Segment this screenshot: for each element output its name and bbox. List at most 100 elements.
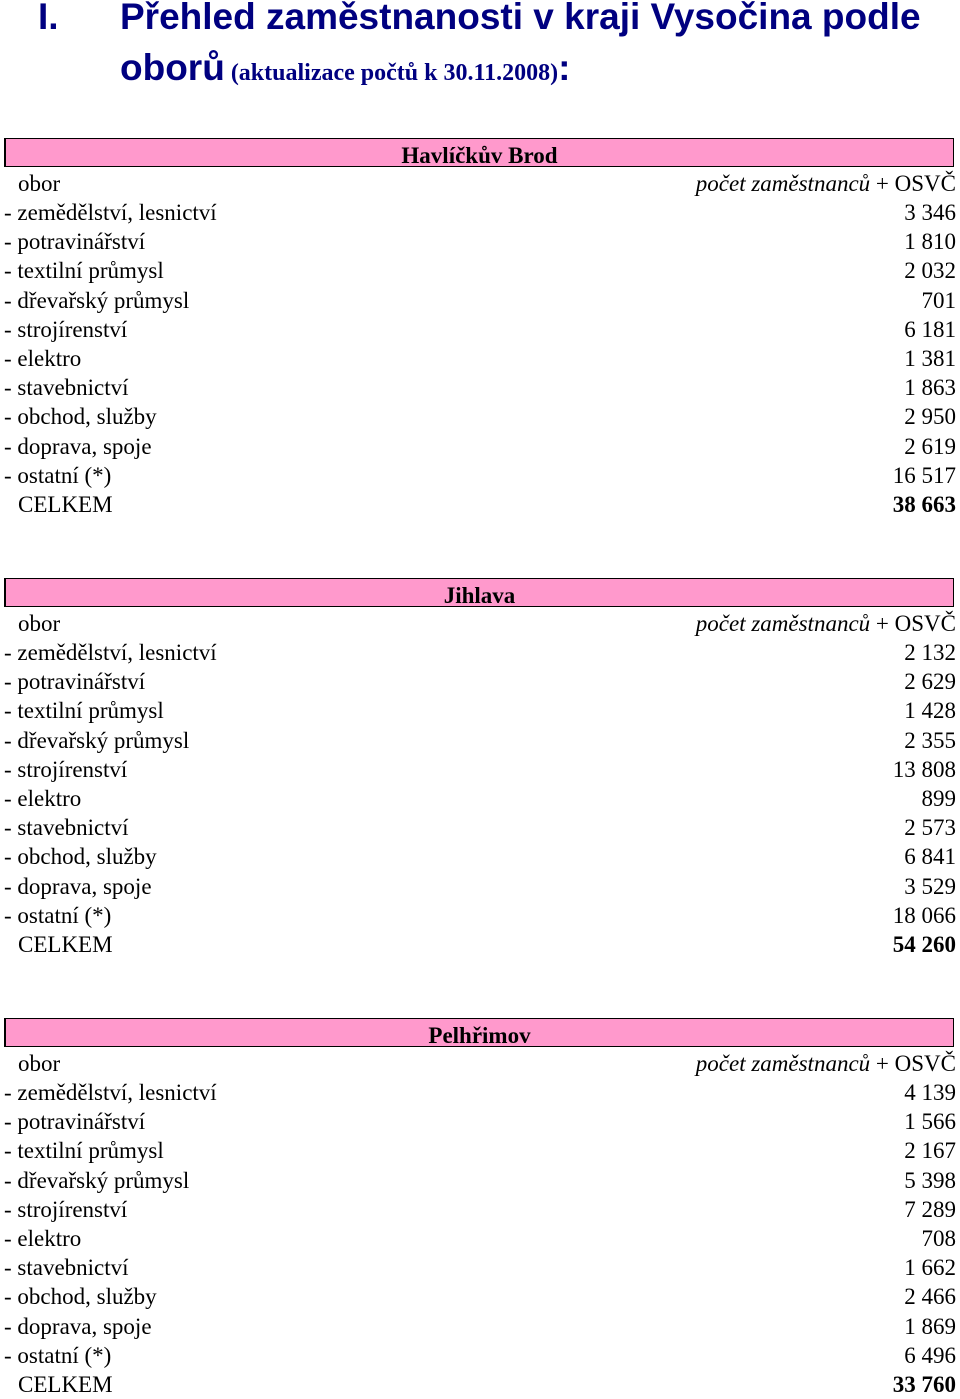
section-title: Pelhřimov [4, 1018, 954, 1048]
table-rows: - zemědělství, lesnictví 3 346 - potravin… [0, 198, 960, 519]
total-label: CELKEM [18, 931, 113, 957]
table-row: - textilní průmysl 2 032 [0, 256, 960, 285]
heading-line1: I. Přehled zaměstnanosti v kraji Vysočina… [38, 0, 921, 38]
row-label: - stavebnictví [4, 375, 129, 401]
table-row: - obchod, služby 2 950 [0, 402, 960, 431]
row-value: 6 496 [904, 1342, 956, 1368]
total-value: 54 260 [892, 931, 956, 957]
row-value: 13 808 [892, 756, 956, 782]
table-row: - stavebnictví 1 662 [0, 1253, 960, 1282]
row-value: 899 [921, 785, 957, 811]
heading-title: Přehled zaměstnanosti v kraji Vysočina p… [120, 0, 921, 37]
section-title: Havlíčkův Brod [4, 138, 954, 168]
table-row: - zemědělství, lesnictví 3 346 [0, 198, 960, 227]
total-row: CELKEM 54 260 [0, 930, 960, 959]
row-value: 708 [921, 1225, 957, 1251]
table-row: - ostatní (*) 6 496 [0, 1341, 960, 1370]
table-rows: - zemědělství, lesnictví 2 132 - potravin… [0, 638, 960, 959]
row-label: - zemědělství, lesnictví [4, 640, 217, 665]
row-value: 1 869 [904, 1313, 956, 1339]
row-label: - stavebnictví [4, 1255, 129, 1281]
row-label: - potravinářství [4, 229, 146, 255]
section-title: Jihlava [4, 578, 954, 608]
row-label: - doprava, spoje [4, 433, 152, 459]
table-rows: - zemědělství, lesnictví 4 139 - potravin… [0, 1078, 960, 1399]
table-row: - elektro 899 [0, 784, 960, 813]
table-row: - obchod, služby 6 841 [0, 842, 960, 871]
row-label: - obchod, služby [4, 1284, 157, 1310]
table-row: - strojírenství 6 181 [0, 315, 960, 344]
table-row: - potravinářství 1 566 [0, 1107, 960, 1136]
table-row: - potravinářství 1 810 [0, 227, 960, 256]
column-header-osvc: + OSVČ [870, 611, 956, 636]
row-label: - ostatní (*) [4, 902, 112, 928]
table-row: - elektro 708 [0, 1224, 960, 1253]
table-row: - doprava, spoje 2 619 [0, 432, 960, 461]
row-value: 2 132 [904, 640, 956, 665]
row-label: - obchod, služby [4, 844, 157, 870]
total-value: 38 663 [892, 491, 956, 517]
row-value: 1 428 [904, 698, 956, 724]
row-label: - ostatní (*) [4, 1342, 112, 1368]
table-row: - zemědělství, lesnictví 4 139 [0, 1078, 960, 1107]
row-label: - strojírenství [4, 756, 128, 782]
column-header-count: počet zaměstnanců + OSVČ [696, 1049, 956, 1078]
column-header-row: obor počet zaměstnanců + OSVČ [0, 609, 960, 638]
row-value: 1 863 [904, 375, 956, 401]
total-label: CELKEM [18, 491, 113, 517]
row-label: - elektro [4, 1225, 82, 1251]
column-header-osvc: + OSVČ [870, 1051, 956, 1076]
total-row: CELKEM 33 760 [0, 1370, 960, 1399]
row-value: 2 950 [904, 404, 956, 430]
column-header-count-label: počet zaměstnanců [695, 611, 871, 636]
row-value: 2 466 [904, 1284, 956, 1310]
row-value: 6 181 [904, 316, 956, 342]
total-label: CELKEM [18, 1371, 113, 1397]
row-value: 2 619 [904, 433, 956, 459]
total-value: 33 760 [892, 1371, 956, 1397]
row-label: - potravinářství [4, 669, 146, 695]
row-label: - zemědělství, lesnictví [4, 200, 217, 225]
column-header-count: počet zaměstnanců + OSVČ [696, 609, 956, 638]
row-label: - doprava, spoje [4, 1313, 152, 1339]
row-value: 2 573 [904, 815, 956, 841]
table-row: - stavebnictví 2 573 [0, 813, 960, 842]
row-value: 6 841 [904, 844, 956, 870]
row-label: - ostatní (*) [4, 462, 112, 488]
table-row: - dřevařský průmysl 701 [0, 286, 960, 315]
row-label: - dřevařský průmysl [4, 727, 190, 753]
heading-update-note: (aktualizace počtů k 30.11.2008) [224, 60, 559, 86]
row-value: 1 381 [904, 345, 956, 371]
row-value: 701 [921, 287, 957, 313]
row-label: - dřevařský průmysl [4, 1167, 190, 1193]
row-value: 3 529 [904, 873, 956, 899]
row-label: - doprava, spoje [4, 873, 152, 899]
heading-line2: oborů (aktualizace počtů k 30.11.2008): [120, 47, 570, 89]
table-row: - strojírenství 13 808 [0, 755, 960, 784]
row-value: 2 355 [904, 727, 956, 753]
heading-colon: : [558, 47, 571, 88]
column-header-obor: obor [18, 171, 61, 196]
table-row: - strojírenství 7 289 [0, 1195, 960, 1224]
table-row: - stavebnictví 1 863 [0, 373, 960, 402]
table-row: - dřevařský průmysl 5 398 [0, 1166, 960, 1195]
row-value: 5 398 [904, 1167, 956, 1193]
row-label: - strojírenství [4, 1196, 128, 1222]
row-value: 7 289 [904, 1196, 956, 1222]
row-value: 4 139 [904, 1080, 956, 1105]
row-label: - stavebnictví [4, 815, 129, 841]
heading-title-cont: oborů [120, 47, 225, 88]
row-value: 2 629 [904, 669, 956, 695]
table-row: - dřevařský průmysl 2 355 [0, 726, 960, 755]
page-heading: I. Přehled zaměstnanosti v kraji Vysočina… [0, 0, 960, 100]
row-label: - textilní průmysl [4, 698, 164, 724]
row-label: - strojírenství [4, 316, 128, 342]
row-value: 1 566 [904, 1109, 956, 1135]
table-row: - doprava, spoje 1 869 [0, 1312, 960, 1341]
column-header-obor: obor [18, 1051, 61, 1076]
column-header-count: počet zaměstnanců + OSVČ [696, 169, 956, 198]
row-label: - obchod, služby [4, 404, 157, 430]
table-row: - textilní průmysl 2 167 [0, 1136, 960, 1165]
row-value: 1 810 [904, 229, 956, 255]
column-header-count-label: počet zaměstnanců [695, 171, 871, 196]
